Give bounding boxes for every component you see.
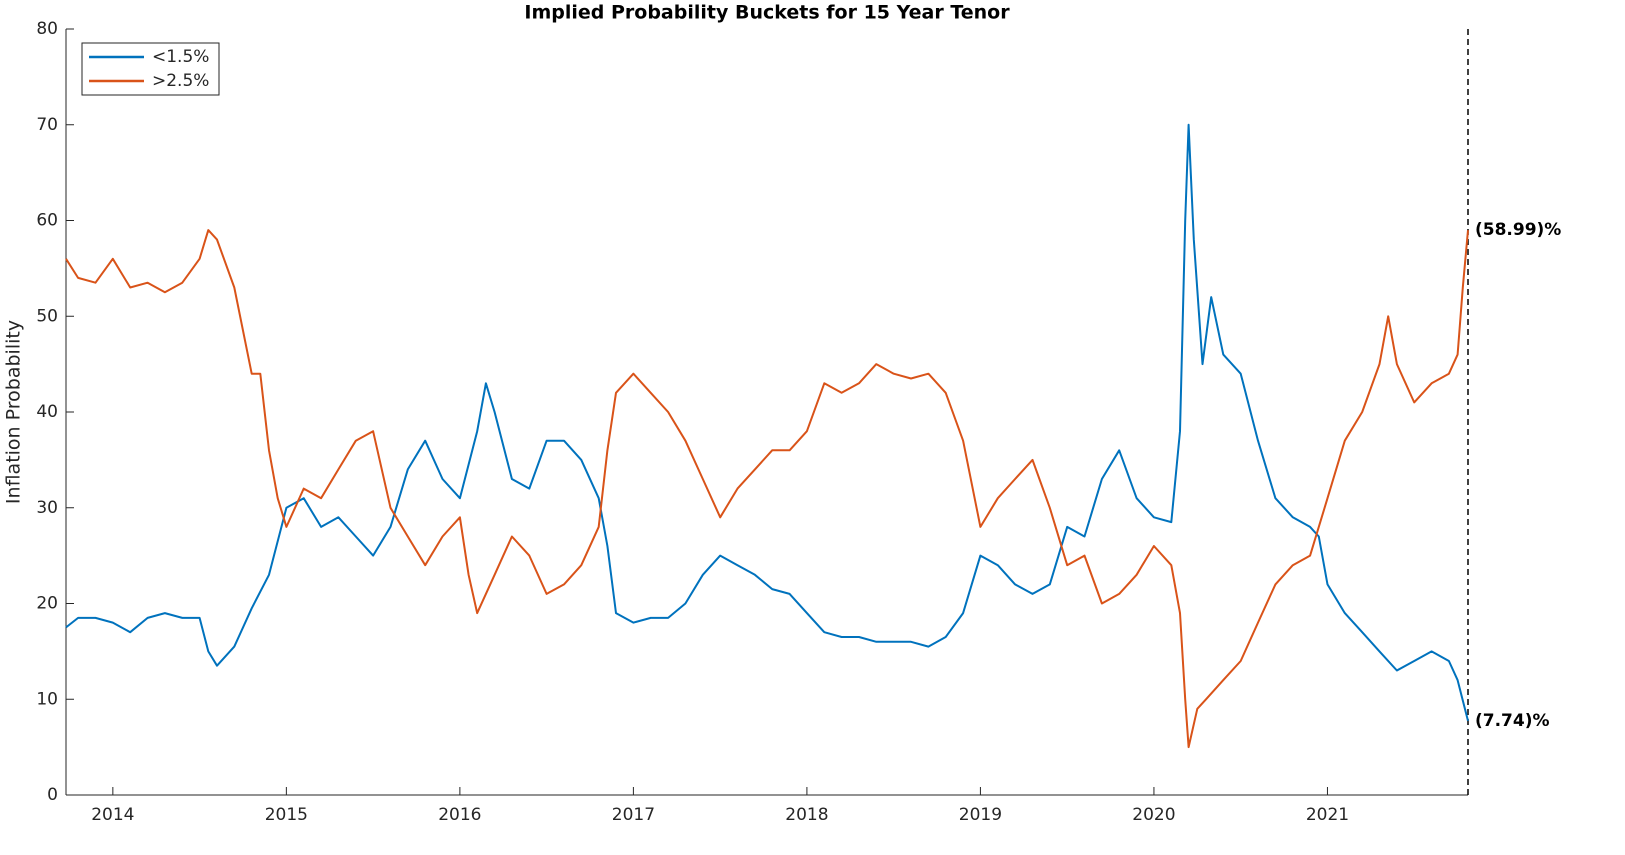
- x-tick-label: 2020: [1132, 805, 1175, 825]
- x-tick-label: 2017: [612, 805, 655, 825]
- y-tick-label: 40: [36, 402, 58, 422]
- y-tick-label: 70: [36, 115, 58, 135]
- y-tick-label: 80: [36, 19, 58, 39]
- y-tick-label: 60: [36, 211, 58, 231]
- y-tick-label: 10: [36, 689, 58, 709]
- end-label: (7.74)%: [1475, 711, 1550, 731]
- x-tick-label: 2014: [91, 805, 134, 825]
- x-tick-label: 2018: [785, 805, 828, 825]
- y-axis-label: Inflation Probability: [3, 320, 25, 504]
- x-tick-label: 2021: [1306, 805, 1349, 825]
- legend-label: <1.5%: [152, 47, 209, 67]
- end-label: (58.99)%: [1475, 220, 1561, 240]
- x-tick-label: 2019: [959, 805, 1002, 825]
- legend-box: [81, 42, 220, 96]
- x-tick-label: 2015: [265, 805, 308, 825]
- chart-title: Implied Probability Buckets for 15 Year …: [524, 2, 1010, 24]
- line: [65, 229, 1469, 749]
- y-tick-label: 30: [36, 498, 58, 518]
- y-tick-label: 20: [36, 594, 58, 614]
- line: [65, 123, 1469, 722]
- legend-label: >2.5%: [152, 71, 209, 91]
- x-tick-label: 2016: [438, 805, 481, 825]
- y-tick-label: 0: [47, 785, 58, 805]
- y-tick-label: 50: [36, 306, 58, 326]
